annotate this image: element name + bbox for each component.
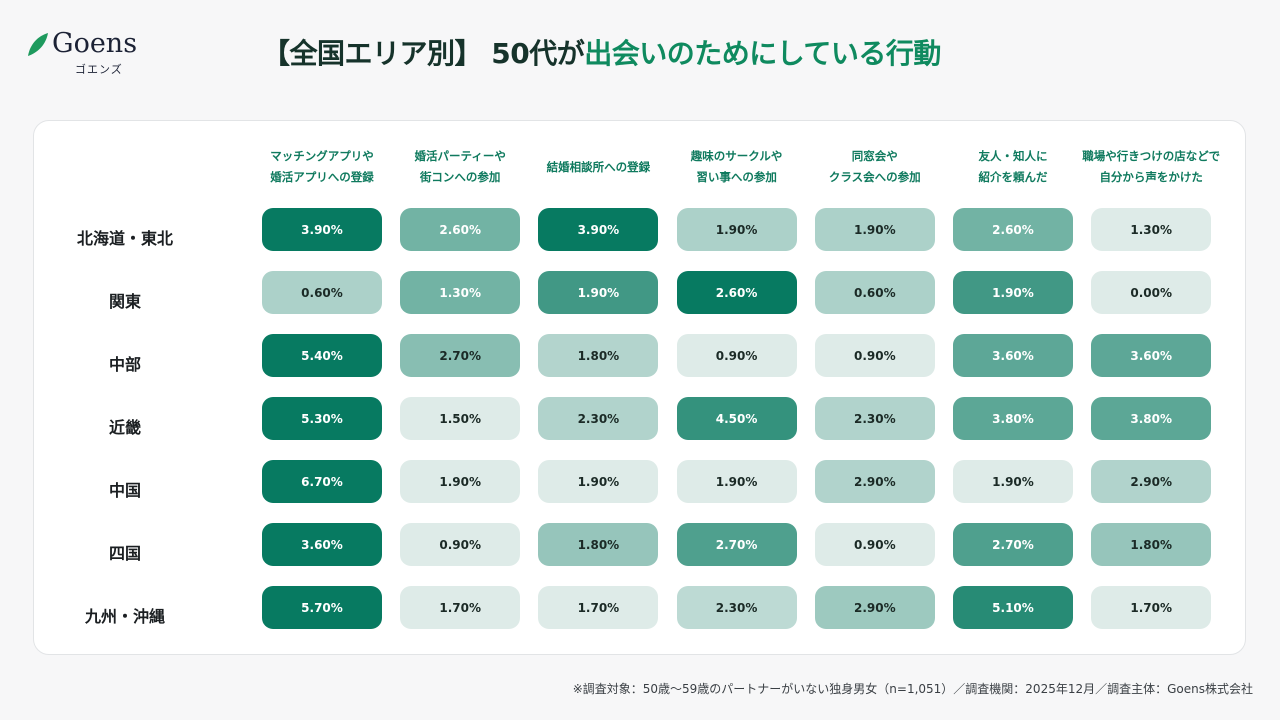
- heatmap-cell: 1.90%: [953, 271, 1073, 314]
- column-header: 結婚相談所への登録: [546, 159, 651, 174]
- heatmap-cell: 2.70%: [953, 523, 1073, 566]
- heatmap-cell: 1.30%: [400, 271, 521, 314]
- row-label: 近畿: [108, 418, 141, 437]
- heatmap-cell: 5.10%: [953, 586, 1073, 629]
- heatmap-cell: 3.80%: [1091, 397, 1212, 440]
- brand-kana: ゴエンズ: [75, 63, 123, 76]
- heatmap-cell: 2.60%: [400, 208, 521, 251]
- heatmap-cell: 0.90%: [400, 523, 521, 566]
- heatmap-cell: 2.90%: [1091, 460, 1212, 503]
- heatmap-cell: 1.50%: [400, 397, 521, 440]
- row-label: 北海道・東北: [76, 229, 173, 248]
- goens-logo: Goens ゴエンズ: [26, 28, 156, 76]
- heatmap-cell: 1.80%: [538, 334, 659, 377]
- heatmap-cell: 2.60%: [953, 208, 1073, 251]
- heatmap-cell: 3.90%: [262, 208, 382, 251]
- heatmap-cell: 0.90%: [814, 334, 935, 377]
- heatmap-cell: 0.00%: [1091, 271, 1212, 314]
- heatmap-cell: 0.90%: [814, 523, 935, 566]
- column-header: 同窓会や クラス会への参加: [828, 149, 921, 184]
- heatmap-cell: 1.80%: [538, 523, 659, 566]
- heatmap-cell: 1.90%: [538, 460, 659, 503]
- brand-name: Goens: [52, 28, 138, 59]
- heatmap-cell: 2.30%: [538, 397, 659, 440]
- heatmap-cell: 3.60%: [1091, 334, 1212, 377]
- heatmap-cell: 2.30%: [814, 397, 935, 440]
- row-label: 九州・沖縄: [84, 607, 165, 626]
- heatmap-card: [33, 120, 1246, 655]
- heatmap-cell: 0.60%: [814, 271, 935, 314]
- row-label: 四国: [108, 544, 141, 563]
- heatmap-cell: 3.90%: [538, 208, 659, 251]
- page-title: 【全国エリア別】 50代が出会いのためにしている行動: [262, 32, 941, 72]
- heatmap-cell: 2.90%: [814, 586, 935, 629]
- heatmap-cell: 1.30%: [1091, 208, 1212, 251]
- heatmap-cell: 0.60%: [262, 271, 382, 314]
- heatmap-cell: 1.90%: [676, 208, 797, 251]
- heatmap-cell: 6.70%: [262, 460, 382, 503]
- heatmap-cell: 5.70%: [262, 586, 382, 629]
- heatmap-cell: 0.90%: [676, 334, 797, 377]
- column-header: 趣味のサークルや 習い事への参加: [690, 149, 783, 184]
- heatmap-cell: 1.90%: [400, 460, 521, 503]
- heatmap-cell: 1.80%: [1091, 523, 1212, 566]
- survey-footnote: ※調査対象：50歳〜59歳のパートナーがいない独身男女（n=1,051）／調査機…: [572, 682, 1253, 696]
- heatmap-cell: 1.70%: [538, 586, 659, 629]
- heatmap-cell: 2.30%: [676, 586, 797, 629]
- heatmap-cell: 3.60%: [953, 334, 1073, 377]
- column-header: 友人・知人に 紹介を頼んだ: [978, 149, 1048, 184]
- title-prefix: 【全国エリア別】 50代が: [262, 37, 585, 70]
- leaf-icon: [28, 33, 48, 56]
- heatmap-cell: 1.90%: [953, 460, 1073, 503]
- heatmap-cell: 3.60%: [262, 523, 382, 566]
- row-label: 中部: [108, 355, 141, 374]
- heatmap-cell: 4.50%: [676, 397, 797, 440]
- heatmap-cell: 1.70%: [400, 586, 521, 629]
- title-accent: 出会いのためにしている行動: [584, 37, 941, 70]
- heatmap-cell: 5.30%: [262, 397, 382, 440]
- heatmap-cell: 1.70%: [1091, 586, 1212, 629]
- column-header: 職場や行きつけの店などで 自分から声をかけた: [1082, 149, 1221, 184]
- heatmap-cell: 3.80%: [953, 397, 1073, 440]
- heatmap-cell: 1.90%: [676, 460, 797, 503]
- heatmap-cell: 5.40%: [262, 334, 382, 377]
- heatmap-cell: 2.90%: [814, 460, 935, 503]
- heatmap-cell: 2.70%: [400, 334, 521, 377]
- row-label: 中国: [108, 481, 141, 500]
- heatmap-cell: 2.70%: [676, 523, 797, 566]
- heatmap-cell: 1.90%: [538, 271, 659, 314]
- heatmap-cell: 2.60%: [676, 271, 797, 314]
- row-label: 関東: [108, 292, 141, 311]
- column-header: マッチングアプリや 婚活アプリへの登録: [270, 149, 374, 184]
- column-header: 婚活パーティーや 街コンへの参加: [414, 149, 506, 184]
- heatmap-cell: 1.90%: [814, 208, 935, 251]
